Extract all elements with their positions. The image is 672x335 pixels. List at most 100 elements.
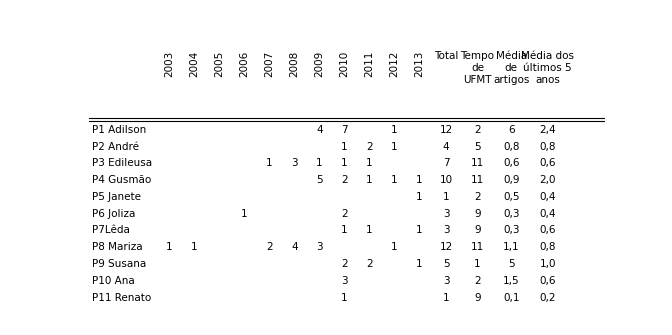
Text: 0,3: 0,3: [503, 225, 519, 236]
Text: P10 Ana: P10 Ana: [92, 276, 134, 286]
Text: P6 Joliza: P6 Joliza: [92, 209, 135, 219]
Text: 4: 4: [316, 125, 323, 135]
Text: 2010: 2010: [339, 51, 349, 77]
Text: 3: 3: [443, 225, 450, 236]
Text: 3: 3: [316, 242, 323, 252]
Text: 2: 2: [474, 125, 480, 135]
Text: 1: 1: [416, 192, 423, 202]
Text: 11: 11: [471, 242, 484, 252]
Text: 0,2: 0,2: [540, 292, 556, 303]
Text: 5: 5: [508, 259, 515, 269]
Text: 11: 11: [471, 175, 484, 185]
Text: 3: 3: [443, 276, 450, 286]
Text: Tempo
de
UFMT: Tempo de UFMT: [460, 51, 495, 85]
Text: 1: 1: [416, 175, 423, 185]
Text: 0,3: 0,3: [503, 209, 519, 219]
Text: 12: 12: [439, 242, 453, 252]
Text: Média dos
últimos 5
anos: Média dos últimos 5 anos: [521, 51, 575, 85]
Text: 3: 3: [291, 158, 298, 169]
Text: 1: 1: [366, 225, 373, 236]
Text: 1: 1: [474, 259, 480, 269]
Text: 9: 9: [474, 292, 480, 303]
Text: 2011: 2011: [364, 51, 374, 77]
Text: P4 Gusmão: P4 Gusmão: [92, 175, 151, 185]
Text: 2,4: 2,4: [540, 125, 556, 135]
Text: 2006: 2006: [239, 51, 249, 77]
Text: 10: 10: [439, 175, 453, 185]
Text: 1: 1: [391, 125, 398, 135]
Text: 1: 1: [341, 158, 347, 169]
Text: 0,9: 0,9: [503, 175, 519, 185]
Text: 1: 1: [366, 158, 373, 169]
Text: 0,6: 0,6: [540, 225, 556, 236]
Text: 4: 4: [443, 142, 450, 152]
Text: 0,8: 0,8: [503, 142, 519, 152]
Text: 2: 2: [366, 259, 373, 269]
Text: 2: 2: [266, 242, 273, 252]
Text: P3 Edileusa: P3 Edileusa: [92, 158, 152, 169]
Text: 1,1: 1,1: [503, 242, 519, 252]
Text: 7: 7: [443, 158, 450, 169]
Text: 2004: 2004: [190, 51, 200, 77]
Text: 1: 1: [391, 175, 398, 185]
Text: 2: 2: [341, 175, 347, 185]
Text: 1: 1: [241, 209, 248, 219]
Text: P9 Susana: P9 Susana: [92, 259, 146, 269]
Text: 1: 1: [166, 242, 173, 252]
Text: 0,4: 0,4: [540, 209, 556, 219]
Text: 0,6: 0,6: [540, 158, 556, 169]
Text: 0,1: 0,1: [503, 292, 519, 303]
Text: 11: 11: [471, 158, 484, 169]
Text: 1: 1: [443, 292, 450, 303]
Text: 1: 1: [341, 142, 347, 152]
Text: P5 Janete: P5 Janete: [92, 192, 141, 202]
Text: P11 Renato: P11 Renato: [92, 292, 151, 303]
Text: 0,4: 0,4: [540, 192, 556, 202]
Text: P8 Mariza: P8 Mariza: [92, 242, 142, 252]
Text: 2008: 2008: [290, 51, 300, 77]
Text: 1: 1: [266, 158, 273, 169]
Text: 9: 9: [474, 225, 480, 236]
Text: 3: 3: [443, 209, 450, 219]
Text: 2,0: 2,0: [540, 175, 556, 185]
Text: 0,6: 0,6: [540, 276, 556, 286]
Text: 2: 2: [366, 142, 373, 152]
Text: 2: 2: [341, 209, 347, 219]
Text: 5: 5: [474, 142, 480, 152]
Text: Média
de
artigos: Média de artigos: [493, 51, 530, 85]
Text: 4: 4: [291, 242, 298, 252]
Text: 1: 1: [341, 292, 347, 303]
Text: 2007: 2007: [264, 51, 274, 77]
Text: P7Lêda: P7Lêda: [92, 225, 130, 236]
Text: 12: 12: [439, 125, 453, 135]
Text: Total: Total: [434, 51, 458, 61]
Text: 0,6: 0,6: [503, 158, 519, 169]
Text: 1,5: 1,5: [503, 276, 519, 286]
Text: 1: 1: [391, 242, 398, 252]
Text: 3: 3: [341, 276, 347, 286]
Text: P1 Adilson: P1 Adilson: [92, 125, 146, 135]
Text: 2: 2: [474, 192, 480, 202]
Text: 1: 1: [416, 225, 423, 236]
Text: 2: 2: [341, 259, 347, 269]
Text: 0,8: 0,8: [540, 242, 556, 252]
Text: 1: 1: [366, 175, 373, 185]
Text: 2009: 2009: [314, 51, 325, 77]
Text: 2003: 2003: [165, 51, 175, 77]
Text: 6: 6: [508, 125, 515, 135]
Text: 2013: 2013: [415, 51, 425, 77]
Text: 1: 1: [316, 158, 323, 169]
Text: 1: 1: [191, 242, 198, 252]
Text: 0,8: 0,8: [540, 142, 556, 152]
Text: 1: 1: [416, 259, 423, 269]
Text: 1: 1: [391, 142, 398, 152]
Text: 5: 5: [316, 175, 323, 185]
Text: 1: 1: [341, 225, 347, 236]
Text: 2: 2: [474, 276, 480, 286]
Text: 1: 1: [443, 192, 450, 202]
Text: 7: 7: [341, 125, 347, 135]
Text: 5: 5: [443, 259, 450, 269]
Text: 0,5: 0,5: [503, 192, 519, 202]
Text: 9: 9: [474, 209, 480, 219]
Text: P2 André: P2 André: [92, 142, 139, 152]
